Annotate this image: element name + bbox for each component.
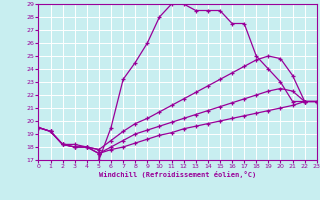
X-axis label: Windchill (Refroidissement éolien,°C): Windchill (Refroidissement éolien,°C) [99, 171, 256, 178]
